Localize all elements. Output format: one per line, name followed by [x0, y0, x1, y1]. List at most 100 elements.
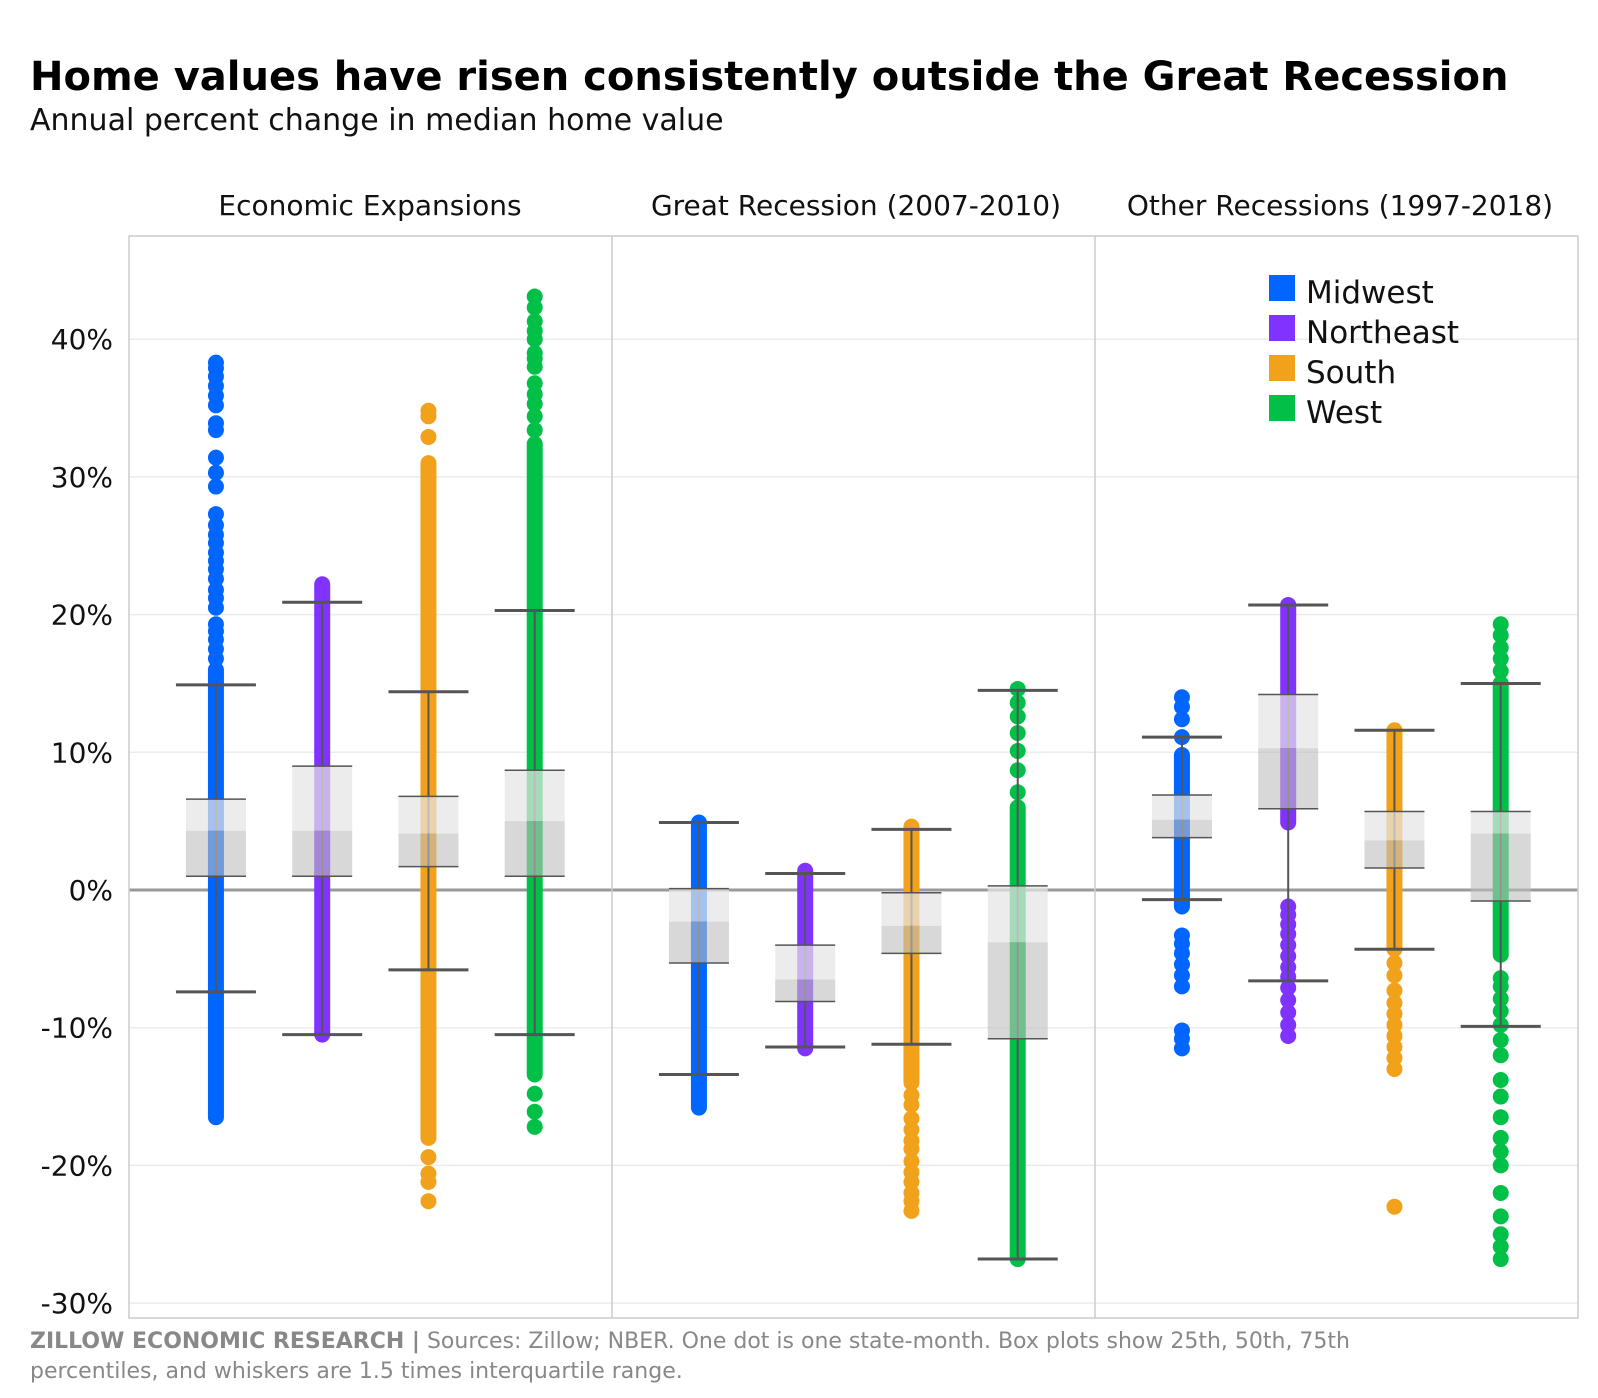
- dot-south: [903, 1087, 920, 1104]
- dot-south: [903, 1132, 920, 1149]
- dot-west: [1492, 1238, 1509, 1255]
- box-upper-south: [1364, 811, 1425, 841]
- y-tick-label: -20%: [41, 1149, 113, 1182]
- box-upper-west: [504, 770, 565, 822]
- dot-west: [526, 375, 543, 392]
- legend-label-west: West: [1306, 395, 1382, 431]
- dot-midwest: [1173, 956, 1190, 973]
- dot-west: [1492, 663, 1509, 680]
- dot-south: [420, 1165, 437, 1182]
- legend-swatch-west: [1269, 395, 1295, 421]
- panel-label-great-recession: Great Recession (2007-2010): [651, 189, 1061, 222]
- dot-south: [1386, 1049, 1403, 1066]
- y-tick-label: 30%: [51, 461, 113, 494]
- dot-south: [1386, 1061, 1403, 1078]
- dot-south: [420, 428, 437, 445]
- dot-south: [420, 1149, 437, 1166]
- plot-frame: [128, 235, 1579, 1319]
- box-lower-midwest: [1151, 819, 1212, 838]
- dot-south: [1386, 1016, 1403, 1033]
- dot-west: [1492, 1047, 1509, 1064]
- y-tick-label: -10%: [41, 1012, 113, 1045]
- dot-south: [903, 1153, 920, 1170]
- chart-subtitle: Annual percent change in median home val…: [30, 103, 724, 138]
- dot-south: [1386, 967, 1403, 984]
- dot-midwest: [207, 616, 224, 633]
- dot-south: [1386, 954, 1403, 971]
- dot-west: [526, 344, 543, 361]
- dot-midwest: [207, 517, 224, 534]
- dot-midwest: [207, 478, 224, 495]
- dot-south: [903, 1164, 920, 1181]
- y-tick-label: -30%: [41, 1287, 113, 1320]
- dot-south: [903, 1110, 920, 1127]
- dot-midwest: [1173, 967, 1190, 984]
- dot-west: [1492, 1208, 1509, 1225]
- box-lower-midwest: [668, 921, 729, 963]
- dot-south: [1386, 1027, 1403, 1044]
- dot-northeast: [1280, 979, 1297, 996]
- box-upper-west: [987, 885, 1048, 943]
- dot-west: [1492, 639, 1509, 656]
- dot-northeast: [1280, 1027, 1297, 1044]
- dot-west: [1492, 1072, 1509, 1089]
- legend-label-south: South: [1306, 355, 1396, 391]
- dot-west: [1492, 616, 1509, 633]
- panel-labels: Economic Expansions Great Recession (200…: [218, 189, 1553, 222]
- dot-midwest: [1173, 689, 1190, 706]
- dot-northeast: [1280, 1016, 1297, 1033]
- chart-title: Home values have risen consistently outs…: [30, 54, 1508, 100]
- dot-west: [526, 1103, 543, 1120]
- dot-west: [1492, 1088, 1509, 1105]
- dot-midwest: [1173, 711, 1190, 728]
- y-tick-label: 10%: [51, 736, 113, 769]
- dot-midwest: [1173, 927, 1190, 944]
- dot-west: [526, 288, 543, 305]
- dot-northeast: [1280, 1004, 1297, 1021]
- dot-midwest: [207, 506, 224, 523]
- dot-west: [526, 299, 543, 316]
- dot-south: [1386, 1198, 1403, 1215]
- dot-south: [1386, 982, 1403, 999]
- dot-west: [1492, 1143, 1509, 1160]
- box-upper-midwest: [1151, 794, 1212, 820]
- box-lower-northeast: [292, 830, 353, 877]
- box-lower-midwest: [185, 830, 246, 877]
- box-upper-west: [1470, 811, 1531, 834]
- footer-line-2: percentiles, and whiskers are 1.5 times …: [30, 1359, 683, 1384]
- box-plots: [175, 600, 1541, 1261]
- dot-west: [526, 408, 543, 425]
- dot-midwest: [207, 464, 224, 481]
- dot-west: [1492, 1032, 1509, 1049]
- dot-west: [1492, 1157, 1509, 1174]
- y-axis: -30% -20% -10% 0% 10% 20% 30% 40%: [41, 323, 113, 1320]
- box-upper-northeast: [1258, 694, 1319, 749]
- y-tick-label: 20%: [51, 599, 113, 632]
- box-upper-midwest: [185, 799, 246, 831]
- dot-midwest: [207, 581, 224, 598]
- data-points: [207, 288, 1509, 1268]
- panel-label-other-recessions: Other Recessions (1997-2018): [1127, 189, 1553, 222]
- box-upper-northeast: [775, 945, 836, 980]
- dot-west: [1492, 627, 1509, 644]
- dot-west: [1492, 1129, 1509, 1146]
- footer-brand: ZILLOW ECONOMIC RESEARCH |: [30, 1329, 420, 1354]
- dot-west: [1492, 650, 1509, 667]
- dot-west: [526, 313, 543, 330]
- dot-west: [1492, 1226, 1509, 1243]
- legend: Midwest Northeast South West: [1269, 275, 1459, 431]
- dot-west: [526, 386, 543, 403]
- legend-swatch-midwest: [1269, 275, 1295, 301]
- box-lower-west: [1470, 833, 1531, 902]
- box-upper-northeast: [292, 766, 353, 831]
- box-upper-midwest: [668, 888, 729, 922]
- box-lower-northeast: [1258, 748, 1319, 809]
- dot-midwest: [207, 354, 224, 371]
- dot-west: [526, 1085, 543, 1102]
- y-tick-label: 0%: [69, 874, 113, 907]
- panel-label-expansions: Economic Expansions: [218, 189, 521, 222]
- y-tick-label: 40%: [51, 323, 113, 356]
- box-lower-south: [881, 925, 942, 954]
- dot-west: [1492, 1251, 1509, 1268]
